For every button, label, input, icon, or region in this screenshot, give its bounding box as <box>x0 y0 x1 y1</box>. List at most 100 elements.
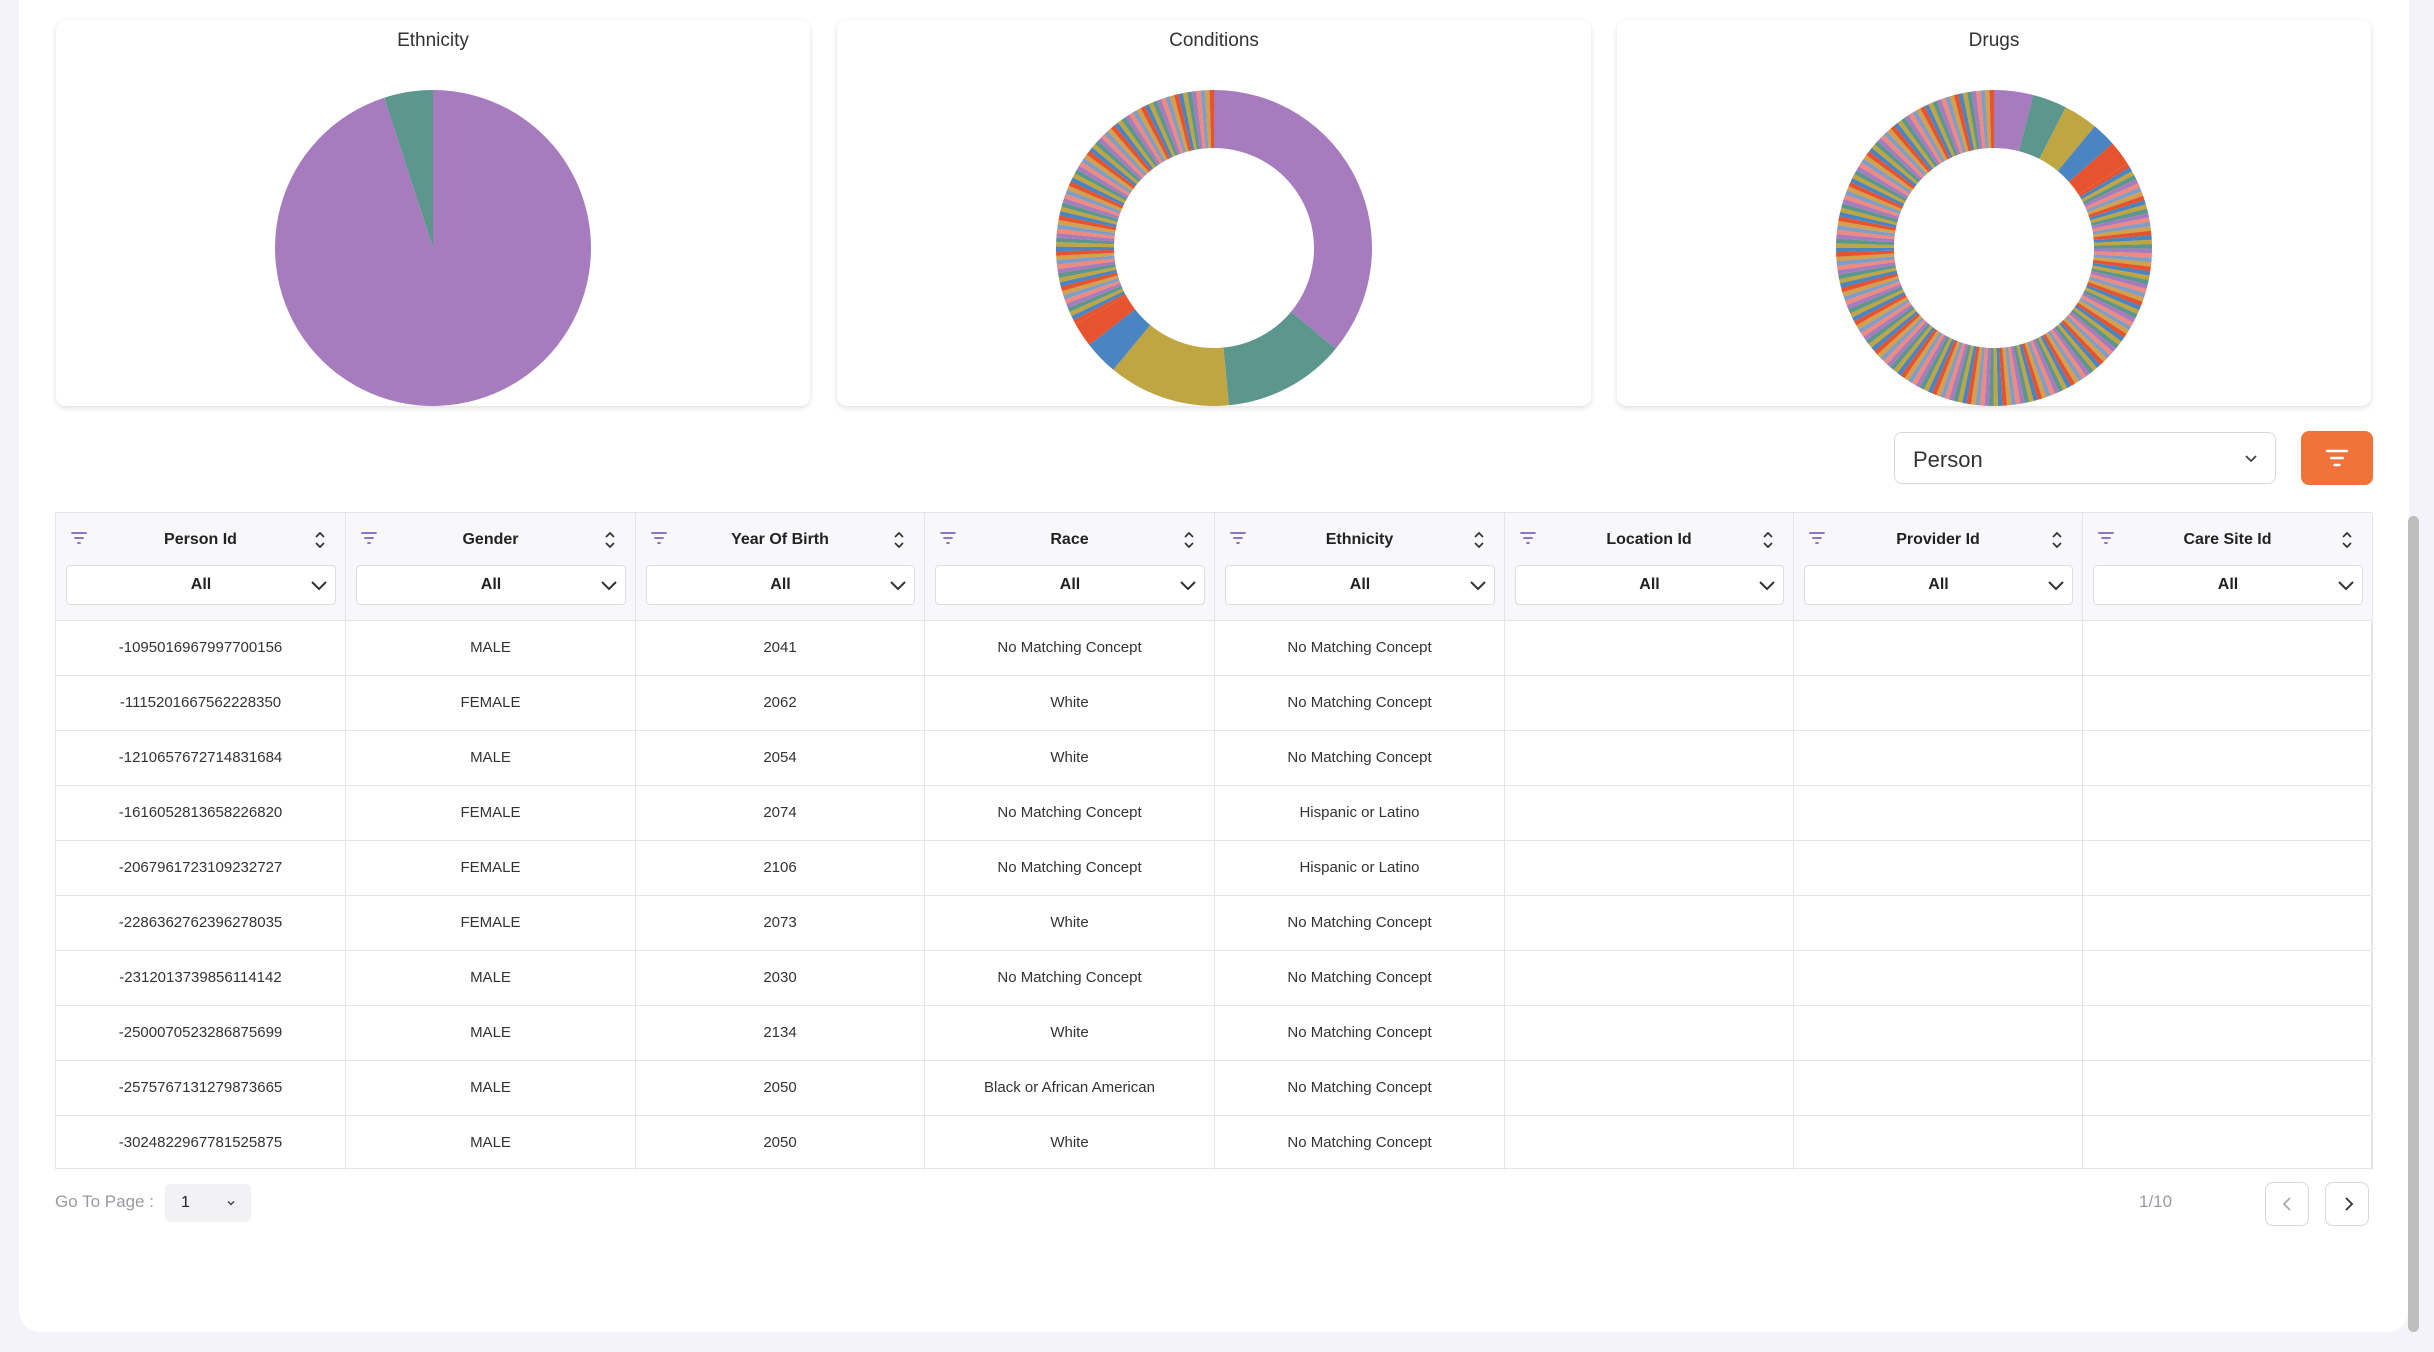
pie-slice-small[interactable] <box>1836 253 1895 262</box>
pie-slice-small[interactable] <box>2067 313 2113 356</box>
pie-slice-small[interactable] <box>1988 347 1994 406</box>
pie-slice-small[interactable] <box>2040 335 2072 389</box>
pie-slice-small[interactable] <box>1890 323 1931 371</box>
pie-slice-small[interactable] <box>1111 125 1152 173</box>
pie-slice-small[interactable] <box>1156 99 1181 155</box>
pie-slice-small[interactable] <box>1064 193 1121 217</box>
pie-slice-small[interactable] <box>1132 110 1166 163</box>
pie-slice-small[interactable] <box>1858 299 1910 334</box>
column-filter-icon[interactable] <box>1808 530 1826 546</box>
pie-slice-small[interactable] <box>1874 313 1921 355</box>
pie-slice-small[interactable] <box>1839 211 1897 228</box>
pie-slice-small[interactable] <box>2091 268 2149 285</box>
pie-slice-small[interactable] <box>1838 264 1896 280</box>
pie-slice-small[interactable] <box>1975 347 1986 406</box>
pie-slice-small[interactable] <box>1056 242 1115 248</box>
pie-slice-small[interactable] <box>2087 191 2144 215</box>
pie-slice-small[interactable] <box>2082 175 2137 205</box>
pie-slice-small[interactable] <box>1971 91 1983 150</box>
pie-slice-small[interactable] <box>1852 174 1906 204</box>
column-header-gender[interactable]: Gender All <box>346 513 636 620</box>
pie-slice-small[interactable] <box>1908 331 1943 384</box>
pie-slice-small[interactable] <box>1187 91 1200 150</box>
pie-slice-small[interactable] <box>2090 204 2148 224</box>
pie-slice-small[interactable] <box>1931 339 1958 396</box>
pie-slice-small[interactable] <box>1850 178 1905 207</box>
pie-slice[interactable] <box>1089 309 1151 370</box>
pie-slice-small[interactable] <box>2088 276 2146 298</box>
pie-slice-small[interactable] <box>2072 307 2122 346</box>
pie-slice-small[interactable] <box>2047 330 2083 382</box>
sort-icon[interactable] <box>313 529 327 551</box>
pie-slice-small[interactable] <box>1104 131 1147 176</box>
pie-slice-small[interactable] <box>1863 304 1913 341</box>
pie-slice-small[interactable] <box>1836 259 1895 271</box>
pie-slice[interactable] <box>2069 143 2128 195</box>
pie-slice[interactable] <box>1994 90 2034 152</box>
pie-slice-small[interactable] <box>1063 277 1120 300</box>
pie-slice-small[interactable] <box>1067 285 1123 313</box>
pie-slice-small[interactable] <box>1883 131 1927 177</box>
pie-slice-small[interactable] <box>1068 181 1124 209</box>
column-header-person-id[interactable]: Person Id All <box>56 513 346 620</box>
pie-slice-small[interactable] <box>1089 147 1137 187</box>
pie-slice-small[interactable] <box>1966 346 1980 405</box>
pie-slice-small[interactable] <box>1843 194 1900 217</box>
pie-slice-small[interactable] <box>1932 100 1958 156</box>
pie-slice-small[interactable] <box>2079 297 2132 331</box>
column-header-year-of-birth[interactable]: Year Of Birth All <box>636 513 925 620</box>
pie-slice-small[interactable] <box>1086 150 1136 189</box>
pie-slice-small[interactable] <box>1178 93 1195 151</box>
table-select[interactable]: Person <box>1894 432 2276 484</box>
pie-slice-small[interactable] <box>1837 261 1896 275</box>
pie-slice-small[interactable] <box>1871 144 1919 185</box>
pie-slice-small[interactable] <box>2093 239 2152 246</box>
pie-slice-small[interactable] <box>2085 183 2140 210</box>
pie-slice-small[interactable] <box>1057 219 1116 233</box>
pie-slice-small[interactable] <box>1076 165 1129 199</box>
pie-slice-small[interactable] <box>1836 243 1895 248</box>
pie-slice-small[interactable] <box>1962 345 1977 404</box>
sort-icon[interactable] <box>1182 529 1196 551</box>
pie-slice-small[interactable] <box>2021 343 2043 400</box>
pie-slice-small[interactable] <box>1915 334 1948 388</box>
column-filter-select[interactable]: All <box>646 565 915 605</box>
pie-slice-small[interactable] <box>1079 161 1131 196</box>
pie-slice-small[interactable] <box>2081 171 2135 202</box>
pie-slice-small[interactable] <box>2093 230 2152 241</box>
pie-slice-small[interactable] <box>1940 97 1964 154</box>
pie-slice-small[interactable] <box>1165 96 1187 153</box>
pie-slice-small[interactable] <box>1060 206 1118 225</box>
pie-slice-small[interactable] <box>1919 336 1950 390</box>
column-filter-icon[interactable] <box>2097 530 2115 546</box>
pie-slice-small[interactable] <box>1836 247 1895 253</box>
pie-slice-small[interactable] <box>1846 284 1902 310</box>
pie-slice-small[interactable] <box>2059 321 2101 368</box>
pie-slice[interactable] <box>2018 94 2066 159</box>
pie-slice-small[interactable] <box>2035 337 2064 393</box>
prev-page-button[interactable] <box>2265 1182 2309 1226</box>
column-filter-select[interactable]: All <box>1515 565 1784 605</box>
column-header-ethnicity[interactable]: Ethnicity All <box>1215 513 1505 620</box>
pie-slice-small[interactable] <box>1912 110 1945 163</box>
pie-slice-small[interactable] <box>1060 272 1118 291</box>
table-row[interactable]: -2067961723109232727 FEMALE 2106 No Matchin… <box>56 840 2373 895</box>
pie-slice-small[interactable] <box>1928 102 1956 158</box>
pie-slice-small[interactable] <box>2019 344 2038 401</box>
column-filter-icon[interactable] <box>70 530 88 546</box>
scrollbar-thumb[interactable] <box>2408 516 2419 1332</box>
pie-slice-small[interactable] <box>2091 213 2150 229</box>
pie-slice-small[interactable] <box>1856 166 1909 199</box>
pie-slice-small[interactable] <box>1098 137 1143 181</box>
pie-slice-small[interactable] <box>1205 90 1212 149</box>
pie-slice-small[interactable] <box>1840 270 1898 288</box>
pie-slice-small[interactable] <box>2002 347 2012 406</box>
column-filter-icon[interactable] <box>650 530 668 546</box>
pie-slice-small[interactable] <box>1854 170 1908 202</box>
pie-slice-small[interactable] <box>1865 306 1915 345</box>
pie-slice-small[interactable] <box>1920 106 1950 160</box>
pie-slice-small[interactable] <box>1071 291 1126 321</box>
pie-slice-small[interactable] <box>1883 319 1927 365</box>
pie-slice-small[interactable] <box>1056 233 1115 242</box>
pie-slice-small[interactable] <box>1984 347 1991 406</box>
